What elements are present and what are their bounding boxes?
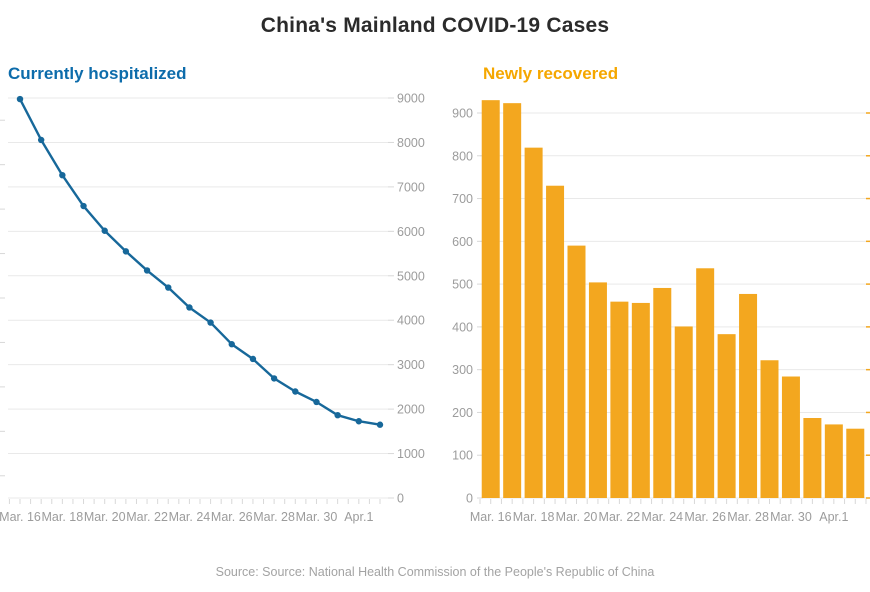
svg-text:Mar. 22: Mar. 22 [599,510,641,524]
hospitalized-line-chart: 0 1000 2000 3000 4000 5000 6000 7000 8000 9000 Mar… [0,92,425,524]
source-note: Source: Source: National Health Commissi… [215,565,655,579]
svg-text:Mar. 16: Mar. 16 [470,510,512,524]
svg-text:3000: 3000 [397,358,425,372]
svg-text:Apr.1: Apr.1 [819,510,848,524]
svg-text:300: 300 [452,363,473,377]
svg-text:7000: 7000 [397,180,425,194]
svg-text:Mar. 26: Mar. 26 [684,510,726,524]
svg-text:Mar. 30: Mar. 30 [296,510,338,524]
svg-text:500: 500 [452,278,473,292]
svg-text:Mar. 28: Mar. 28 [253,510,295,524]
svg-text:Mar. 18: Mar. 18 [513,510,555,524]
hospitalized-chart-panel: Currently hospitalized 0 1000 2000 3000 4000… [0,56,435,536]
svg-text:100: 100 [452,449,473,463]
svg-text:9000: 9000 [397,92,425,106]
recovered-chart-title: Newly recovered [483,64,619,83]
svg-text:6000: 6000 [397,225,425,239]
svg-text:1000: 1000 [397,447,425,461]
svg-text:Mar. 18: Mar. 18 [42,510,84,524]
svg-text:Mar. 30: Mar. 30 [770,510,812,524]
svg-text:Mar. 16: Mar. 16 [0,510,41,524]
svg-text:Apr.1: Apr.1 [344,510,373,524]
recovered-chart-panel: Newly recovered 0 100 200 300 400 500 600 700 80… [435,56,870,536]
svg-text:200: 200 [452,406,473,420]
svg-text:Mar. 28: Mar. 28 [727,510,769,524]
hospitalized-chart-title: Currently hospitalized [8,64,187,83]
svg-text:Mar. 24: Mar. 24 [169,510,211,524]
svg-text:Mar. 20: Mar. 20 [84,510,126,524]
svg-text:5000: 5000 [397,269,425,283]
svg-text:Mar. 20: Mar. 20 [556,510,598,524]
svg-text:800: 800 [452,149,473,163]
svg-text:0: 0 [397,492,404,506]
svg-text:2000: 2000 [397,403,425,417]
svg-text:600: 600 [452,235,473,249]
svg-text:4000: 4000 [397,314,425,328]
svg-text:900: 900 [452,107,473,121]
svg-text:0: 0 [466,492,473,506]
page-title: China's Mainland COVID-19 Cases [260,14,610,37]
svg-text:700: 700 [452,192,473,206]
svg-text:Mar. 22: Mar. 22 [126,510,168,524]
svg-text:400: 400 [452,320,473,334]
svg-text:Mar. 24: Mar. 24 [641,510,683,524]
svg-text:Mar. 26: Mar. 26 [211,510,253,524]
svg-text:8000: 8000 [397,136,425,150]
